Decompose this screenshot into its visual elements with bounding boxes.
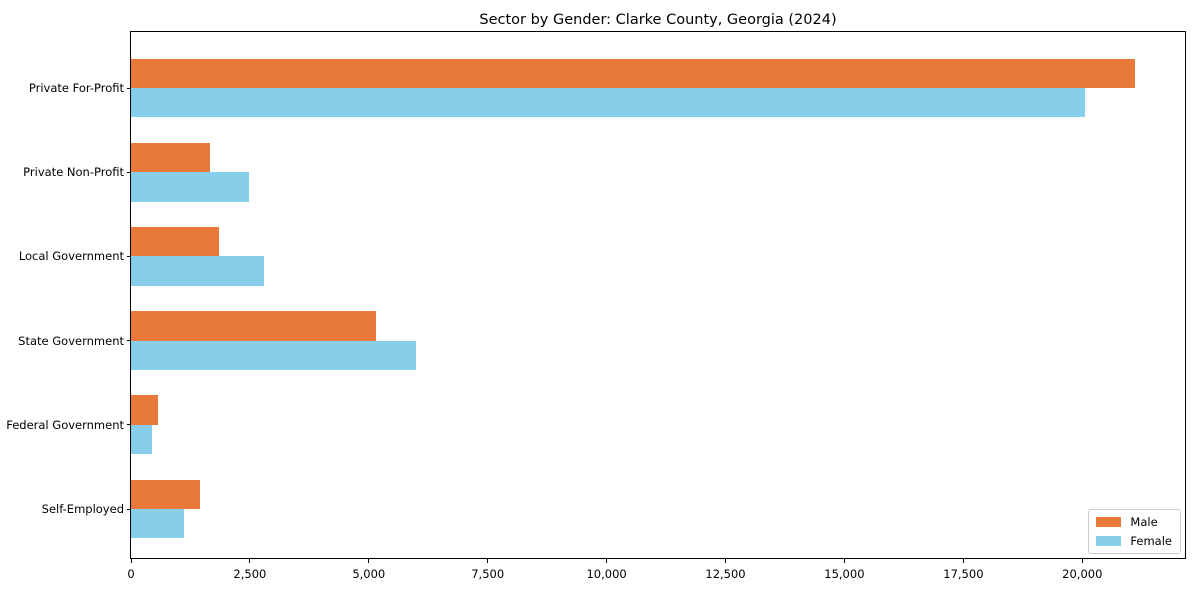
x-tick-label-17500: 17,500 bbox=[943, 567, 984, 581]
x-tick-label-7500: 7,500 bbox=[471, 567, 505, 581]
legend-row-male: Male bbox=[1096, 515, 1172, 529]
bar-female-private-non-profit bbox=[131, 172, 249, 202]
bar-male-self-employed bbox=[131, 479, 200, 509]
x-tick-mark bbox=[1081, 559, 1083, 563]
x-tick-mark bbox=[843, 559, 845, 563]
bar-male-state-government bbox=[131, 311, 377, 341]
legend-swatch-female bbox=[1096, 535, 1122, 547]
y-tick-mark bbox=[127, 87, 131, 89]
bar-female-self-employed bbox=[131, 509, 184, 539]
bar-male-local-government bbox=[131, 227, 219, 257]
y-tick-label-private-for-profit: Private For-Profit bbox=[28, 81, 124, 95]
y-tick-mark bbox=[127, 255, 131, 257]
bar-male-private-for-profit bbox=[131, 58, 1135, 88]
bar-male-federal-government bbox=[131, 395, 158, 425]
x-tick-mark bbox=[368, 559, 370, 563]
x-tick-mark bbox=[725, 559, 726, 563]
bar-female-state-government bbox=[131, 340, 417, 370]
y-tick-mark bbox=[127, 424, 131, 426]
y-tick-label-local-government: Local Government bbox=[18, 249, 124, 264]
x-tick-label-2500: 2,500 bbox=[233, 567, 267, 581]
bar-female-federal-government bbox=[131, 424, 152, 455]
legend-row-female: Female bbox=[1096, 534, 1172, 548]
x-tick-mark bbox=[962, 559, 964, 563]
x-tick-label-20000: 20,000 bbox=[1062, 567, 1103, 581]
legend-label-male: Male bbox=[1130, 515, 1158, 529]
x-tick-mark bbox=[130, 559, 132, 563]
y-tick-label-federal-government: Federal Government bbox=[6, 417, 124, 432]
y-tick-label-self-employed: Self-Employed bbox=[41, 502, 124, 516]
legend-label-female: Female bbox=[1130, 534, 1172, 548]
x-tick-label-15000: 15,000 bbox=[824, 567, 865, 581]
x-tick-mark bbox=[606, 559, 608, 563]
bar-male-private-non-profit bbox=[131, 142, 210, 173]
y-tick-label-state-government: State Government bbox=[18, 333, 124, 348]
chart-title: Sector by Gender: Clarke County, Georgia… bbox=[479, 12, 837, 28]
x-tick-label-5000: 5,000 bbox=[352, 567, 386, 581]
y-tick-label-private-non-profit: Private Non-Profit bbox=[23, 165, 124, 180]
plot-area: Male Female bbox=[130, 31, 1186, 559]
y-tick-mark bbox=[127, 171, 131, 173]
x-tick-label-12500: 12,500 bbox=[705, 567, 746, 581]
x-tick-mark bbox=[487, 559, 489, 563]
bar-female-local-government bbox=[131, 256, 265, 286]
bar-female-private-for-profit bbox=[131, 88, 1085, 118]
x-tick-mark bbox=[249, 559, 251, 563]
y-tick-mark bbox=[127, 508, 131, 510]
x-tick-label-0: 0 bbox=[127, 567, 135, 581]
y-tick-mark bbox=[127, 340, 131, 342]
legend-swatch-male bbox=[1096, 516, 1122, 528]
x-tick-label-10000: 10,000 bbox=[586, 567, 627, 581]
legend: Male Female bbox=[1088, 509, 1181, 554]
